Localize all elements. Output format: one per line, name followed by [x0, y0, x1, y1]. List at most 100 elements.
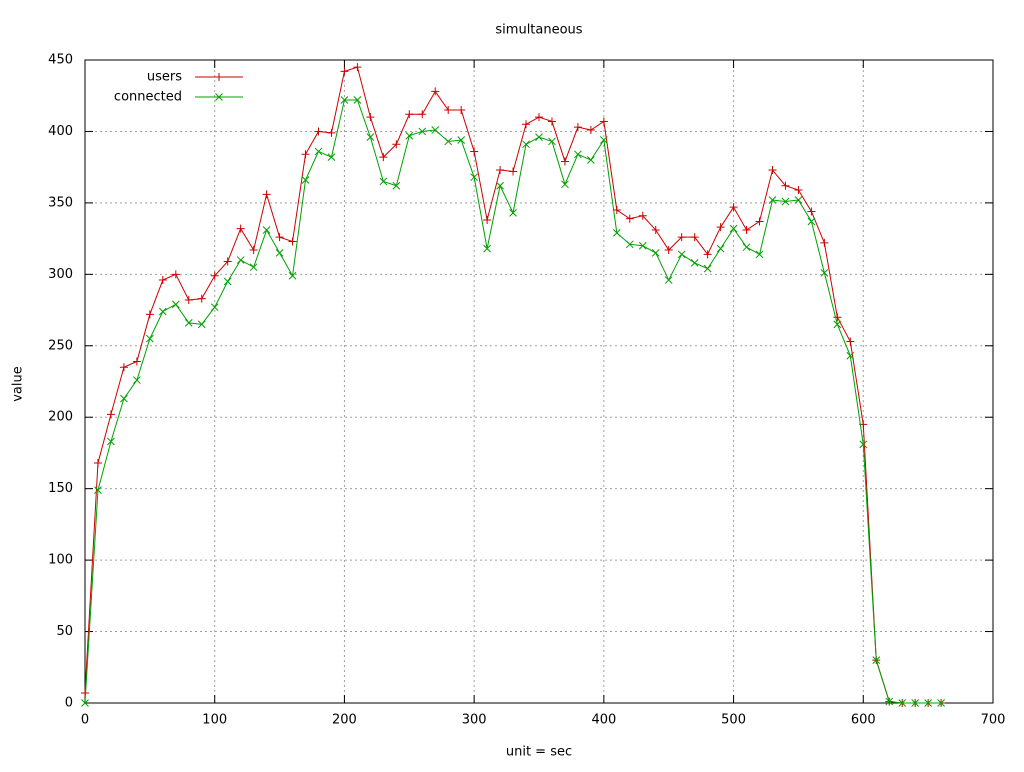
point-marker: [275, 233, 284, 242]
point-marker: [664, 246, 673, 255]
series-line: [84, 66, 942, 704]
point-marker: [833, 313, 842, 322]
point-marker: [107, 437, 115, 446]
point-marker: [470, 173, 478, 182]
point-marker: [184, 319, 193, 327]
point-marker: [625, 214, 634, 223]
point-marker: [444, 106, 453, 115]
point-marker: [846, 337, 855, 346]
point-marker: [133, 376, 141, 384]
y-tick-label: 100: [48, 553, 73, 568]
point-marker: [146, 334, 154, 343]
point-marker: [483, 216, 492, 225]
point-marker: [574, 150, 582, 159]
x-tick-label: 700: [981, 713, 1006, 728]
point-marker: [431, 87, 440, 96]
x-tick-label: 100: [202, 713, 227, 728]
point-marker: [93, 458, 102, 467]
y-tick-label: 0: [65, 696, 73, 711]
point-marker: [573, 123, 582, 132]
point-marker: [106, 410, 115, 419]
point-marker: [94, 486, 102, 494]
point-marker: [366, 113, 375, 122]
point-marker: [846, 351, 855, 360]
point-marker: [638, 211, 647, 220]
y-tick-label: 150: [48, 481, 73, 496]
point-marker: [215, 93, 223, 101]
point-marker: [340, 67, 349, 76]
point-marker: [418, 110, 427, 119]
point-marker: [418, 127, 427, 136]
point-marker: [119, 363, 128, 372]
point-marker: [288, 237, 297, 246]
point-marker: [236, 224, 245, 233]
point-marker: [184, 296, 193, 305]
point-marker: [599, 117, 608, 126]
point-marker: [742, 226, 751, 235]
point-marker: [392, 181, 401, 190]
point-marker: [314, 147, 323, 156]
point-marker: [405, 131, 414, 140]
point-marker: [288, 271, 297, 280]
point-marker: [651, 249, 660, 257]
point-marker: [171, 300, 180, 309]
point-marker: [755, 250, 764, 259]
point-marker: [444, 137, 453, 146]
y-tick-label: 50: [56, 624, 73, 639]
point-marker: [586, 126, 595, 135]
point-marker: [379, 177, 388, 186]
point-marker: [807, 217, 816, 226]
x-tick-label: 600: [851, 713, 876, 728]
point-marker: [600, 136, 608, 144]
point-marker: [677, 250, 686, 259]
point-marker: [548, 137, 556, 146]
point-marker: [885, 697, 894, 706]
point-marker: [664, 276, 673, 284]
point-marker: [405, 110, 414, 119]
point-marker: [197, 320, 206, 329]
point-marker: [781, 197, 790, 206]
point-marker: [215, 73, 223, 81]
point-marker: [81, 699, 89, 707]
point-marker: [120, 394, 128, 403]
y-tick-label: 350: [48, 195, 73, 210]
point-marker: [794, 186, 803, 195]
point-marker: [132, 357, 141, 366]
y-tick-label: 400: [48, 124, 73, 139]
point-marker: [729, 224, 738, 233]
point-marker: [820, 269, 829, 277]
point-marker: [690, 259, 699, 267]
series-line: [84, 99, 942, 704]
point-marker: [431, 126, 440, 134]
point-marker: [937, 699, 945, 707]
x-tick-label: 400: [591, 713, 616, 728]
point-marker: [742, 243, 751, 252]
point-marker: [470, 147, 479, 156]
point-marker: [249, 246, 258, 255]
point-marker: [703, 250, 712, 259]
point-marker: [872, 656, 881, 664]
point-marker: [496, 181, 504, 190]
point-marker: [158, 276, 167, 285]
point-marker: [509, 209, 517, 217]
legend-label: connected: [114, 90, 182, 105]
point-marker: [457, 106, 466, 115]
point-marker: [210, 271, 219, 280]
point-marker: [729, 203, 738, 212]
point-marker: [547, 117, 556, 126]
x-tick-label: 500: [721, 713, 746, 728]
point-marker: [535, 133, 543, 142]
point-marker: [768, 166, 777, 175]
x-tick-label: 200: [332, 713, 357, 728]
point-marker: [314, 127, 323, 136]
point-marker: [327, 128, 336, 137]
point-marker: [210, 303, 219, 312]
point-marker: [768, 196, 777, 204]
point-marker: [236, 256, 245, 264]
point-marker: [859, 440, 868, 449]
point-marker: [924, 699, 932, 707]
legend-label: users: [147, 70, 182, 85]
y-tick-label: 250: [48, 338, 73, 353]
point-marker: [496, 166, 505, 175]
